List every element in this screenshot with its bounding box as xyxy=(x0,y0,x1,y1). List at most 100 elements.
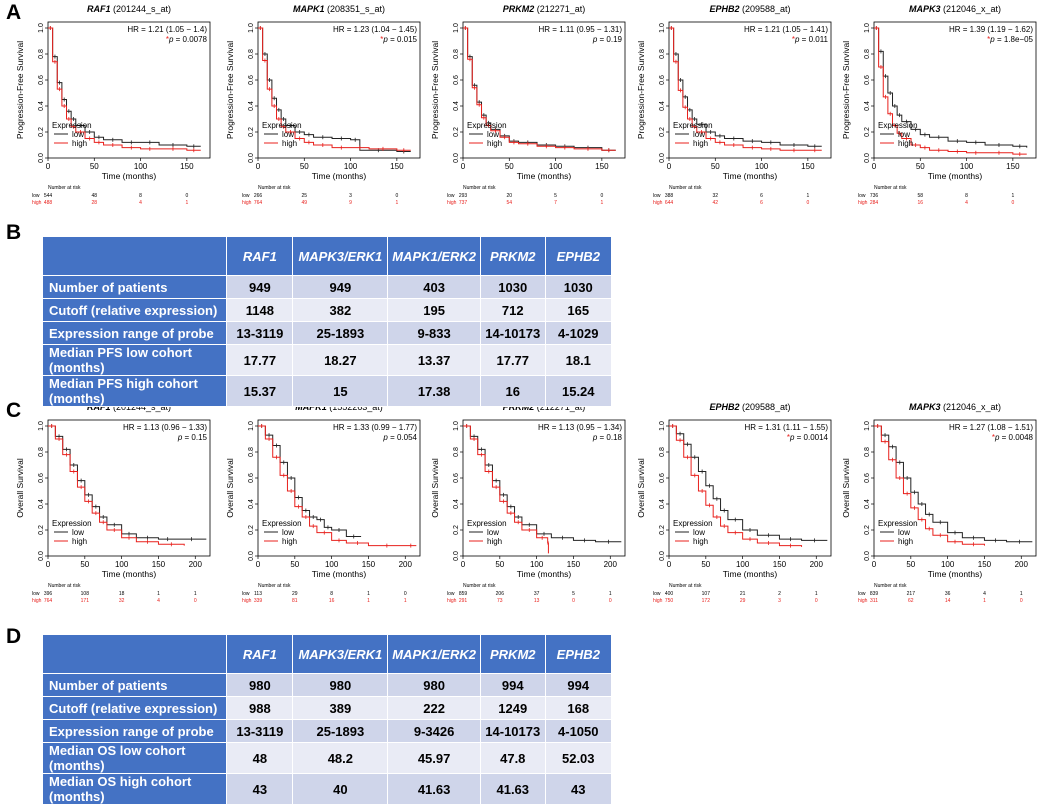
table-column-header: MAPK1/ERK2 xyxy=(387,634,481,674)
risk-count-low: 107 xyxy=(702,591,711,597)
table-row-label: Number of patients xyxy=(41,275,228,299)
hazard-ratio: HR = 1.33 (0.99 − 1.77) xyxy=(333,423,417,432)
table-header-row: RAF1 MAPK3/ERK1 MAPK1/ERK2 PRKM2 EPHB2 xyxy=(41,634,613,674)
risk-count-low: 388 xyxy=(665,193,674,199)
risk-table-title: Number at risk xyxy=(669,583,702,589)
panel-label-d: D xyxy=(6,625,22,648)
y-tick-label: 0.6 xyxy=(659,473,666,483)
series-line-high xyxy=(258,27,411,151)
risk-table-title: Number at risk xyxy=(463,185,496,191)
risk-label-low: low xyxy=(858,193,866,199)
risk-count-low: 32 xyxy=(713,193,719,199)
y-tick-label: 0.6 xyxy=(38,473,45,483)
table-column-header: MAPK1/ERK2 xyxy=(387,236,481,276)
x-tick-label: 0 xyxy=(256,162,261,171)
km-plot-svg: PRKM2 (212271_at) 0.0 0.2 0.4 0.6 0.8 1.0 Progr… xyxy=(430,4,626,206)
km-plot-c-raf1: RAF1 (201244_s_at) 0.0 0.2 0.4 0.6 0.8 1.0 Over… xyxy=(12,398,217,613)
risk-count-low: 0 xyxy=(404,591,407,597)
table-cell: 13-3119 xyxy=(226,719,294,743)
risk-table-title: Number at risk xyxy=(48,185,81,191)
plot-frame xyxy=(873,21,1037,159)
x-tick-label: 50 xyxy=(505,162,514,171)
plot-frame xyxy=(257,21,421,159)
table-cell: 195 xyxy=(387,298,481,322)
risk-count-low: 400 xyxy=(665,591,674,597)
risk-label-low: low xyxy=(32,591,40,597)
table-cell: 48 xyxy=(226,742,294,774)
risk-count-high: 1 xyxy=(367,598,370,604)
risk-count-high: 284 xyxy=(870,200,879,206)
series-line-high xyxy=(874,27,1027,155)
table-corner-cell xyxy=(41,236,228,276)
km-plot-a-mapk1: MAPK1 (208351_s_at) 0.0 0.2 0.4 0.6 0.8 1.0 Pro… xyxy=(222,0,427,215)
risk-label-low: low xyxy=(447,591,455,597)
table-cell: 9-3426 xyxy=(387,719,481,743)
y-tick-label: 0.4 xyxy=(453,101,460,111)
risk-count-high: 0 xyxy=(572,598,575,604)
risk-count-high: 6 xyxy=(760,200,763,206)
x-tick-label: 50 xyxy=(300,162,309,171)
plot-title: PRKM2 (212271_at) xyxy=(503,4,586,14)
risk-table-title: Number at risk xyxy=(874,185,907,191)
y-tick-label: 0.6 xyxy=(864,473,871,483)
table-column-header: MAPK3/ERK1 xyxy=(292,634,389,674)
risk-count-high: 750 xyxy=(665,598,674,604)
legend-title: Expression xyxy=(467,519,507,528)
y-axis-label: Overall Survival xyxy=(225,458,235,518)
table-cell: 52.03 xyxy=(544,742,613,774)
table-cell: 45.97 xyxy=(387,742,481,774)
hazard-ratio: HR = 1.21 (1.05 − 1.4) xyxy=(127,25,207,34)
risk-count-high: 81 xyxy=(292,598,298,604)
hazard-ratio: HR = 1.11 (0.95 − 1.31) xyxy=(539,25,623,34)
series-line-high xyxy=(874,425,985,546)
plot-title: EPHB2 (209588_at) xyxy=(709,4,790,14)
x-tick-label: 100 xyxy=(134,162,148,171)
plot-frame xyxy=(462,419,626,557)
table-row: Median PFS low cohort (months) 17.77 18.27… xyxy=(41,344,613,376)
risk-table-title: Number at risk xyxy=(258,185,291,191)
legend-title: Expression xyxy=(878,121,918,130)
table-row: Expression range of probe 13-3119 25-1893 9… xyxy=(41,321,613,345)
legend-entry-high: high xyxy=(282,139,297,148)
y-tick-label: 0.6 xyxy=(248,473,255,483)
table-cell: 43 xyxy=(226,773,294,805)
risk-count-low: 217 xyxy=(907,591,916,597)
x-tick-label: 150 xyxy=(180,162,194,171)
risk-count-high: 49 xyxy=(302,200,308,206)
legend-title: Expression xyxy=(262,519,302,528)
y-tick-label: 1.0 xyxy=(248,23,255,33)
y-tick-label: 0.8 xyxy=(659,447,666,457)
series-line-high xyxy=(463,27,616,151)
y-tick-label: 0.6 xyxy=(38,75,45,85)
risk-count-high: 1 xyxy=(395,200,398,206)
x-tick-label: 150 xyxy=(801,162,815,171)
table-cell: 18.27 xyxy=(292,344,389,376)
risk-count-high: 32 xyxy=(119,598,125,604)
p-value: *p = 1.8e−05 xyxy=(987,35,1033,44)
risk-count-low: 736 xyxy=(870,193,879,199)
table-cell: 43 xyxy=(544,773,613,805)
plot-title: RAF1 (201244_s_at) xyxy=(87,4,171,14)
x-tick-label: 150 xyxy=(362,560,376,569)
plot-title: PRKM2 (212271_at) xyxy=(503,402,586,412)
table-cell: 988 xyxy=(226,696,294,720)
table-row: Median OS low cohort (months) 48 48.2 45.97… xyxy=(41,742,613,774)
x-axis-label: Time (months) xyxy=(723,569,778,579)
y-axis-label: Overall Survival xyxy=(430,458,440,518)
risk-label-low: low xyxy=(653,591,661,597)
plot-title: EPHB2 (209588_at) xyxy=(709,402,790,412)
risk-count-low: 544 xyxy=(44,193,53,199)
hazard-ratio: HR = 1.23 (1.04 − 1.45) xyxy=(333,25,417,34)
table-row-label: Number of patients xyxy=(41,673,228,697)
y-tick-label: 0.0 xyxy=(248,153,255,163)
y-tick-label: 0.2 xyxy=(38,127,45,137)
series-line-high xyxy=(258,425,417,547)
x-axis-label: Time (months) xyxy=(517,171,572,181)
legend-title: Expression xyxy=(878,519,918,528)
risk-count-low: 48 xyxy=(92,193,98,199)
x-tick-label: 100 xyxy=(325,560,339,569)
km-plot-svg: PRKM2 (212271_at) 0.0 0.2 0.4 0.6 0.8 1.0 Overa… xyxy=(430,402,626,604)
p-value: *p = 0.0078 xyxy=(166,35,208,44)
y-tick-label: 0.4 xyxy=(864,499,871,509)
x-tick-label: 150 xyxy=(978,560,992,569)
